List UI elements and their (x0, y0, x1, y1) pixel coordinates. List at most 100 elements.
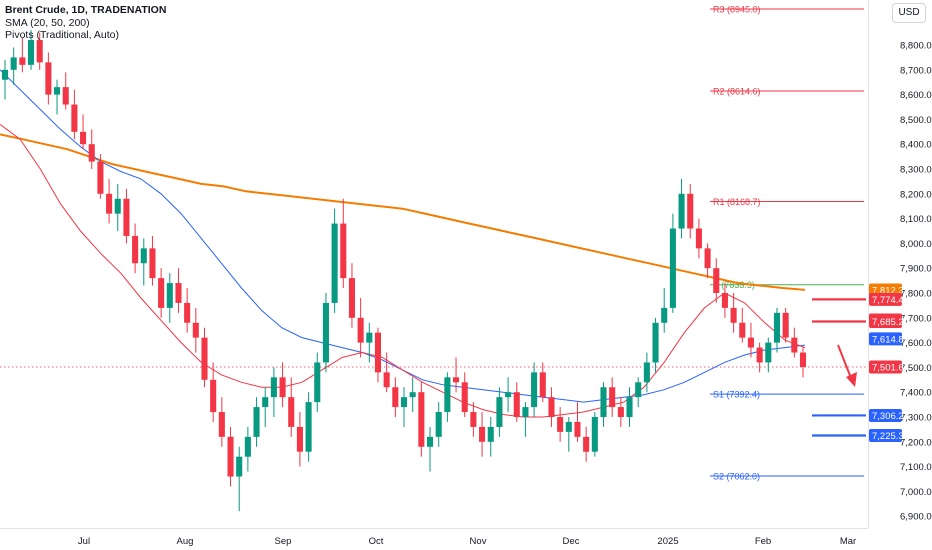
y-tick-label: 7,300.0 (900, 413, 932, 424)
candle (305, 392, 312, 462)
x-tick-label: Sep (275, 536, 292, 547)
candle (296, 412, 303, 467)
price-tag-bg (869, 292, 902, 306)
candle-body (236, 456, 243, 477)
candle-body (470, 412, 477, 427)
candle-body (166, 283, 173, 308)
candle (262, 387, 269, 427)
y-tick-label: 8,100.0 (900, 214, 932, 225)
candle (678, 178, 685, 239)
y-tick-label: 8,700.0 (900, 65, 932, 76)
candle (730, 293, 737, 333)
candle-body (609, 387, 616, 408)
candle-body (10, 57, 17, 70)
candle (1, 59, 9, 100)
candle-body (539, 372, 546, 398)
y-tick-label: 7,400.0 (900, 388, 932, 399)
candle (513, 382, 520, 422)
candle (652, 317, 659, 373)
price-tag-text: 7,774.4 (872, 295, 904, 306)
candle (19, 37, 26, 73)
candle-body (392, 387, 399, 408)
candle (548, 387, 555, 427)
candle-body (583, 436, 590, 452)
candle (661, 288, 668, 333)
pivot-label: R3 (8945.0) (713, 5, 761, 15)
candle (322, 293, 329, 373)
candle (791, 327, 798, 358)
candle-body (461, 382, 468, 413)
candle (626, 387, 633, 427)
currency-button[interactable]: USD (892, 3, 926, 23)
candle-body (279, 377, 286, 398)
candle-body (574, 421, 581, 437)
candle (123, 188, 130, 244)
candle (635, 377, 642, 408)
candle-body (635, 382, 642, 398)
candle (62, 72, 69, 110)
candle (400, 387, 408, 427)
candle-body (418, 392, 425, 447)
y-tick-label: 7,900.0 (900, 264, 932, 275)
price-tag-text: 7,306.2 (872, 411, 904, 422)
candle-body (435, 412, 442, 437)
candle (36, 32, 43, 70)
time-axis: Jul Aug Sep Oct Nov Dec 2025 Feb Mar (0, 528, 868, 547)
candle-body (97, 161, 104, 194)
candle (158, 268, 165, 318)
y-tick-label: 7,700.0 (900, 313, 932, 324)
candle (314, 352, 321, 413)
pivot-label: P (7833.3) (713, 280, 755, 290)
chart-legend: Brent Crude, 1D, TRADENATION SMA (20, 50… (5, 4, 166, 42)
candle-body (322, 302, 329, 363)
candle (140, 238, 147, 286)
candle-body (730, 307, 737, 323)
candle-body (80, 131, 87, 145)
x-tick-label: Feb (755, 536, 771, 547)
candle (210, 362, 217, 422)
candle (270, 367, 277, 417)
candle (45, 52, 52, 105)
candle (713, 258, 720, 303)
candle (721, 283, 728, 318)
candle-body (600, 387, 607, 417)
price-tag-bg (869, 314, 902, 328)
x-tick-label: 2025 (657, 536, 678, 547)
price-tag-text: 7,812.3 (872, 285, 904, 296)
candle-body (340, 223, 347, 279)
sma-legend: SMA (20, 50, 200) (5, 16, 90, 29)
candle (149, 235, 156, 286)
y-tick-label: 8,200.0 (900, 189, 932, 200)
candle (487, 417, 494, 457)
candle-body (687, 193, 694, 229)
candle-body (88, 144, 95, 162)
candle (704, 243, 711, 279)
candle-body (314, 362, 321, 403)
candle-body (409, 392, 416, 398)
candle (756, 342, 763, 373)
candle-body (513, 392, 520, 417)
candle-body (253, 407, 260, 437)
price-tag-bg (869, 332, 902, 346)
y-tick-label: 7,500.0 (900, 363, 932, 374)
price-tag-bg (869, 360, 902, 374)
y-tick-label: 7,600.0 (900, 338, 932, 349)
pivot-label: S1 (7392.4) (713, 390, 760, 400)
candle-body (149, 248, 156, 279)
candle (357, 297, 364, 358)
candle-body (71, 104, 78, 132)
candle-body (739, 322, 746, 338)
candle-body (305, 402, 312, 452)
candle (531, 362, 538, 417)
candle (565, 417, 572, 452)
candle (366, 322, 373, 363)
candle (227, 426, 234, 487)
candle (600, 382, 607, 427)
candle-body (383, 372, 390, 388)
symbol-title: Brent Crude, 1D, TRADENATION (5, 4, 167, 16)
candle-body (114, 198, 121, 214)
candle (522, 402, 529, 437)
candle-body (374, 332, 382, 373)
candle-body (669, 228, 676, 308)
